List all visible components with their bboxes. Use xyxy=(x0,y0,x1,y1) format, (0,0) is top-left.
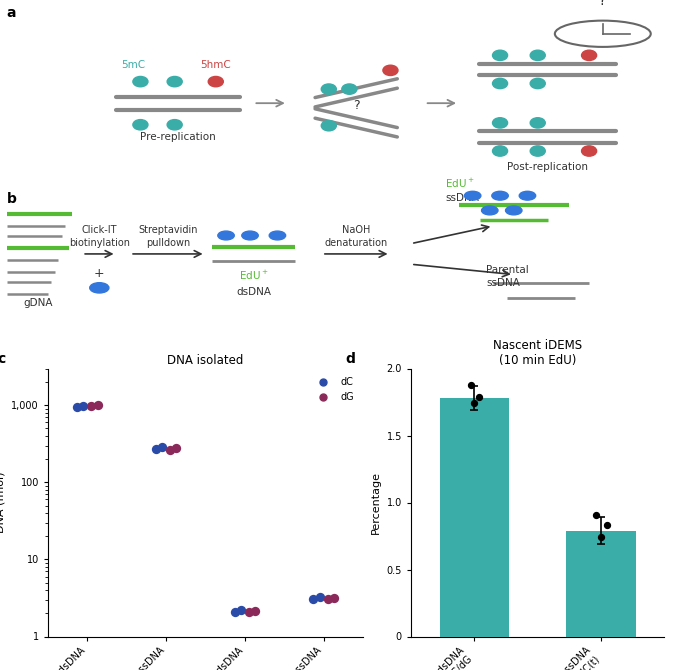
Point xyxy=(243,607,254,618)
Ellipse shape xyxy=(530,50,545,60)
Ellipse shape xyxy=(90,283,109,293)
Point xyxy=(151,444,162,454)
Ellipse shape xyxy=(167,119,182,130)
Point xyxy=(328,592,339,603)
Point xyxy=(465,379,476,390)
Text: +: + xyxy=(94,267,105,279)
Ellipse shape xyxy=(133,76,148,86)
Point xyxy=(469,398,479,409)
Text: EdU$^+$: EdU$^+$ xyxy=(445,176,475,190)
Text: dsDNA: dsDNA xyxy=(236,287,271,297)
Ellipse shape xyxy=(383,65,398,76)
Ellipse shape xyxy=(530,118,545,128)
Text: Post-replication: Post-replication xyxy=(508,161,588,172)
Ellipse shape xyxy=(582,146,597,156)
Ellipse shape xyxy=(242,231,258,240)
Text: 5hmC: 5hmC xyxy=(201,60,231,70)
Bar xyxy=(440,398,509,636)
Point xyxy=(92,399,103,410)
Y-axis label: DNA (fmol): DNA (fmol) xyxy=(0,472,5,533)
Text: NaOH
denaturation: NaOH denaturation xyxy=(325,224,388,248)
Point xyxy=(229,606,240,617)
Ellipse shape xyxy=(208,76,223,86)
Point xyxy=(236,605,247,616)
Text: Pre-replication: Pre-replication xyxy=(140,132,216,142)
Ellipse shape xyxy=(321,121,336,131)
Ellipse shape xyxy=(519,192,536,200)
Ellipse shape xyxy=(482,206,498,215)
Ellipse shape xyxy=(321,84,336,94)
Y-axis label: Percentage: Percentage xyxy=(371,471,381,534)
Ellipse shape xyxy=(269,231,286,240)
Text: gDNA: gDNA xyxy=(23,297,53,308)
Text: EdU$^+$: EdU$^+$ xyxy=(238,269,269,283)
Title: Nascent iDEMS
(10 min EdU): Nascent iDEMS (10 min EdU) xyxy=(493,339,582,367)
Point xyxy=(314,591,325,602)
Text: ssDNA: ssDNA xyxy=(486,278,520,288)
Text: Streptavidin
pulldown: Streptavidin pulldown xyxy=(138,224,197,248)
Ellipse shape xyxy=(342,84,357,94)
Text: Click-IT
biotinylation: Click-IT biotinylation xyxy=(68,224,130,248)
Text: b: b xyxy=(7,192,16,206)
Ellipse shape xyxy=(530,78,545,88)
Point xyxy=(86,401,97,411)
Text: a: a xyxy=(7,5,16,19)
Ellipse shape xyxy=(492,192,508,200)
Text: 5mC: 5mC xyxy=(121,60,146,70)
Ellipse shape xyxy=(493,146,508,156)
Title: DNA isolated: DNA isolated xyxy=(167,354,244,367)
Point xyxy=(602,520,613,531)
Ellipse shape xyxy=(464,192,481,200)
Point xyxy=(474,391,485,402)
Point xyxy=(308,593,319,604)
Point xyxy=(72,401,83,412)
Text: ?: ? xyxy=(353,98,360,112)
Point xyxy=(249,606,260,616)
Ellipse shape xyxy=(582,50,597,60)
Point xyxy=(322,594,333,604)
Ellipse shape xyxy=(167,76,182,86)
Point xyxy=(590,509,601,520)
Ellipse shape xyxy=(493,50,508,60)
Bar xyxy=(566,531,636,636)
Legend: dC, dG: dC, dG xyxy=(310,373,358,406)
Point xyxy=(171,442,182,453)
Ellipse shape xyxy=(133,119,148,130)
Ellipse shape xyxy=(493,78,508,88)
Text: ssDNA: ssDNA xyxy=(445,193,479,203)
Point xyxy=(78,400,89,411)
Ellipse shape xyxy=(506,206,522,215)
Ellipse shape xyxy=(493,118,508,128)
Ellipse shape xyxy=(530,146,545,156)
Text: ?: ? xyxy=(599,0,606,7)
Ellipse shape xyxy=(218,231,234,240)
Point xyxy=(595,532,606,543)
Text: c: c xyxy=(0,352,5,366)
Point xyxy=(164,444,175,455)
Point xyxy=(157,442,168,453)
Text: Parental: Parental xyxy=(486,265,529,275)
Text: d: d xyxy=(345,352,355,366)
